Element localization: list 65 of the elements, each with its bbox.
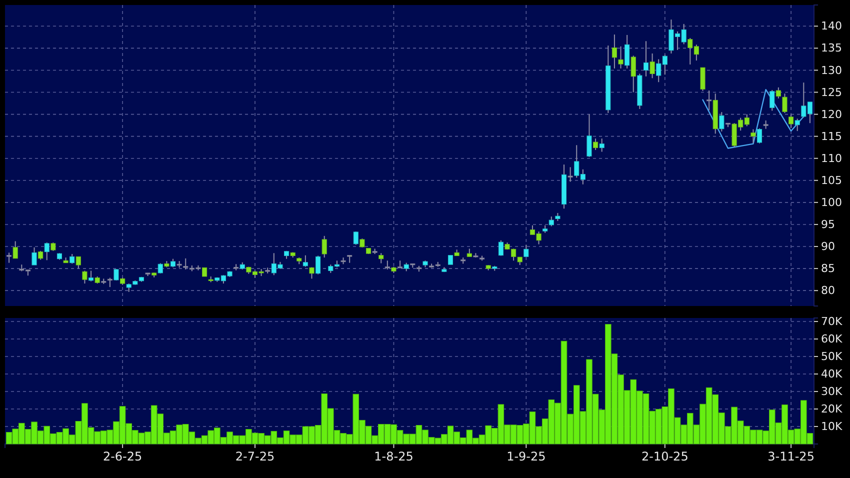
candlestick [700,67,706,92]
candlestick [782,93,788,114]
x-tick-label: 3-11-25 [768,450,814,464]
y-tick-label: 140 [821,20,842,33]
candlestick [643,40,649,77]
candlestick [612,34,617,69]
y-tick-label: 115 [821,130,842,143]
y-tick-label: 30K [821,385,843,398]
candlestick [599,138,604,152]
candlestick [88,270,94,282]
candlestick [586,114,592,158]
y-tick-label: 70K [821,315,843,328]
x-tick-label: 1-9-25 [506,450,546,464]
candlestick [107,277,112,288]
candlestick [309,266,314,280]
candlestick [183,258,188,270]
candlestick [70,253,75,264]
candlestick [630,55,636,93]
candlestick [750,128,756,144]
y-tick-label: 85 [821,262,835,276]
candlestick [650,52,655,79]
candlestick [302,254,308,268]
candlestick [756,128,762,144]
y-tick-label: 80 [821,284,835,298]
y-tick-label: 130 [821,64,842,77]
candlestick [794,118,800,132]
x-tick-label: 2-6-25 [102,450,142,464]
candlestick [788,114,794,128]
candlestick [44,242,50,261]
candlestick [322,235,327,258]
candlestick [6,252,12,264]
y-tick-label: 40K [821,368,843,381]
x-tick-label: 1-8-25 [374,450,414,464]
candlestick [498,240,504,256]
y-tick-label: 60K [821,332,843,346]
y-tick-label: 90 [821,240,835,254]
candlestick [378,252,384,264]
candlestick [524,244,529,258]
y-tick-label: 120 [821,108,842,121]
candlestick [776,86,781,99]
candlestick [316,255,321,275]
candlestick [593,138,598,150]
y-tick-label: 20K [821,402,843,416]
candlestick [353,231,358,246]
candlestick [624,34,630,69]
y-tick-label: 10K [821,420,843,434]
candlestick [82,270,88,284]
candlestick [158,262,163,274]
y-tick-label: 95 [821,218,835,231]
y-tick-label: 135 [821,42,842,55]
y-tick-label: 50K [821,350,843,364]
candlestick [548,216,554,227]
y-tick-label: 105 [821,174,842,187]
candlestick [706,90,712,111]
y-tick-label: 100 [821,196,842,209]
candlestick [32,246,37,266]
candlestick [448,254,454,266]
candlestick [618,46,624,69]
x-tick-label: 2-10-25 [641,450,688,464]
candlestick [568,166,573,182]
candlestick [76,256,81,270]
candlestick [770,90,775,112]
x-tick-label: 2-7-25 [235,450,275,464]
y-tick-label: 125 [821,86,842,99]
y-tick-label: 110 [821,152,842,165]
